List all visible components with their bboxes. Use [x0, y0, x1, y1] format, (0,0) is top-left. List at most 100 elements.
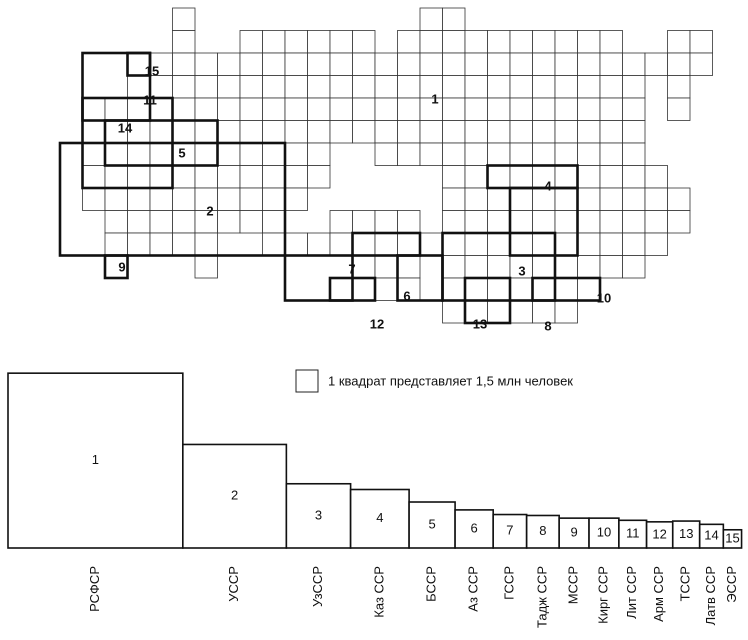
- map-cell: [554, 52, 578, 76]
- map-cell: [622, 255, 646, 279]
- map-cell: [599, 232, 623, 256]
- map-cell: [284, 165, 308, 189]
- map-cell: [149, 210, 173, 234]
- map-cell: [104, 97, 128, 121]
- category-label: Аз ССР: [466, 566, 481, 612]
- map-cell: [622, 165, 646, 189]
- map-cell: [532, 232, 556, 256]
- map-cell: [577, 255, 601, 279]
- map-cell: [442, 97, 466, 121]
- square-label: 11: [626, 526, 640, 541]
- map-cell: [374, 210, 398, 234]
- map-cell: [352, 210, 376, 234]
- map-cell: [577, 120, 601, 144]
- map-cell: [667, 52, 691, 76]
- map-cell: [307, 165, 331, 189]
- category-label: Каз ССР: [371, 566, 386, 618]
- map-cell: [464, 232, 488, 256]
- map-label: 12: [370, 316, 384, 331]
- category-label: Лит ССР: [624, 566, 639, 619]
- map-cell: [644, 210, 668, 234]
- map-cell: [149, 232, 173, 256]
- square: [645, 521, 674, 549]
- square-label: 7: [506, 523, 513, 538]
- square: [182, 443, 288, 549]
- map-cell: [397, 30, 421, 54]
- map-cell: [554, 75, 578, 99]
- map-cell: [262, 120, 286, 144]
- map-cell: [374, 277, 398, 301]
- map-cell: [509, 277, 533, 301]
- map-cell: [194, 120, 218, 144]
- map-cell: [374, 120, 398, 144]
- map-cell: [532, 120, 556, 144]
- map-cell: [307, 75, 331, 99]
- category-label: Арм ССР: [651, 566, 666, 622]
- map-cell: [487, 97, 511, 121]
- map-cell: [397, 255, 421, 279]
- map-cell: [577, 97, 601, 121]
- map-cell: [307, 232, 331, 256]
- map-cell: [127, 210, 151, 234]
- map-cell: [487, 300, 511, 324]
- map-cell: [239, 30, 263, 54]
- map-cell: [509, 187, 533, 211]
- map-cell: [577, 187, 601, 211]
- map-label: 11: [143, 92, 157, 107]
- map-cell: [509, 97, 533, 121]
- legend-text: 1 квадрат представляет 1,5 млн человек: [328, 373, 573, 388]
- map-cell: [622, 142, 646, 166]
- map-cell: [554, 277, 578, 301]
- map-cell: [689, 52, 713, 76]
- map-cell: [104, 165, 128, 189]
- map-cell: [667, 97, 691, 121]
- map-cell: [262, 97, 286, 121]
- region-outline: [531, 276, 602, 302]
- map-cell: [239, 210, 263, 234]
- map-cell: [149, 142, 173, 166]
- map-cell: [577, 232, 601, 256]
- map-cell: [329, 232, 353, 256]
- square-label: 13: [679, 526, 693, 541]
- map-cell: [487, 52, 511, 76]
- squares: 1 РСФСР 2 УССР 3 УзССР 4 Каз ССР 5 БССР 6 Аз ССР 7 ГС…: [7, 372, 743, 628]
- map-cell: [172, 120, 196, 144]
- map-cell: [577, 52, 601, 76]
- region-outline: [441, 231, 557, 302]
- map-label: 7: [348, 261, 355, 276]
- category-label: ЭССР: [724, 566, 739, 603]
- map-cell: [374, 142, 398, 166]
- map-cell: [442, 142, 466, 166]
- map-cell: [487, 75, 511, 99]
- map-cell: [352, 52, 376, 76]
- map-cell: [284, 232, 308, 256]
- map-cell: [554, 97, 578, 121]
- map-cell: [397, 142, 421, 166]
- map-cell: [577, 210, 601, 234]
- map-cell: [82, 165, 106, 189]
- map-label: 9: [118, 259, 125, 274]
- map-cell: [82, 120, 106, 144]
- map-cell: [509, 210, 533, 234]
- map-cell: [239, 165, 263, 189]
- map-cell: [307, 97, 331, 121]
- map-cell: [464, 255, 488, 279]
- map-cell: [307, 142, 331, 166]
- map-cell: [487, 142, 511, 166]
- map-cell: [487, 255, 511, 279]
- map-cell: [464, 277, 488, 301]
- map-cell: [487, 232, 511, 256]
- map-cell: [464, 210, 488, 234]
- map-cell: [239, 187, 263, 211]
- region-outline: [58, 141, 287, 257]
- map-cell: [239, 142, 263, 166]
- category-label: Латв ССР: [703, 566, 718, 625]
- map-cell: [532, 210, 556, 234]
- map-cell: [307, 30, 331, 54]
- category-label: Тадж ССР: [534, 566, 549, 628]
- map-cell: [284, 187, 308, 211]
- map-cell: [82, 142, 106, 166]
- map-cell: [194, 52, 218, 76]
- square: [349, 488, 410, 549]
- map-cell: [622, 187, 646, 211]
